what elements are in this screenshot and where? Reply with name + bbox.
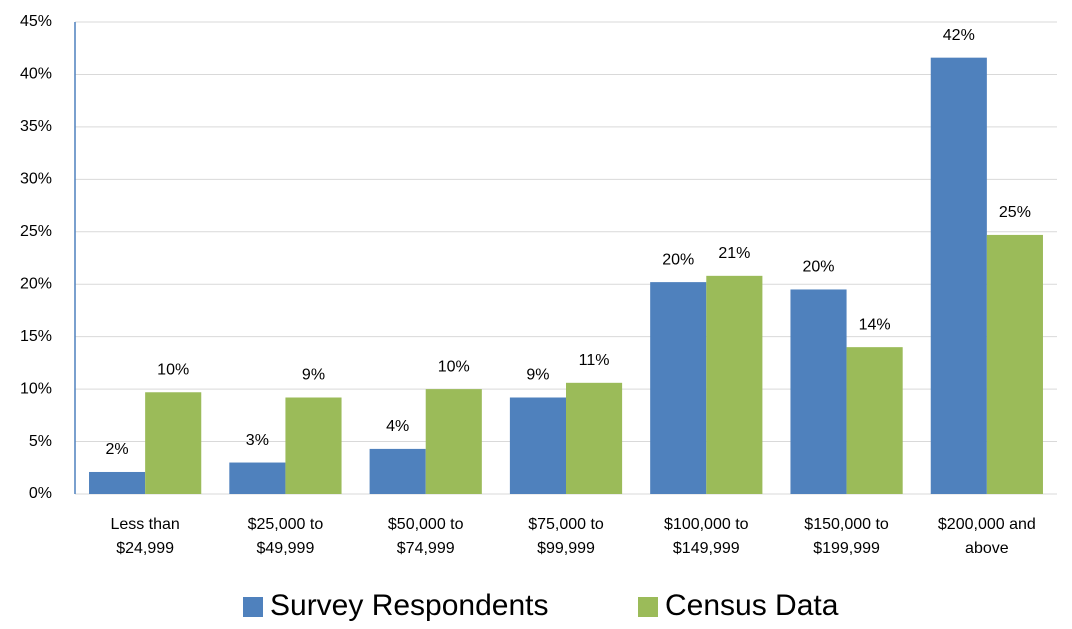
bar xyxy=(650,282,707,494)
data-label: 20% xyxy=(802,259,834,276)
data-label: 10% xyxy=(157,361,189,378)
data-label: 3% xyxy=(246,432,269,449)
data-label: 42% xyxy=(943,27,975,44)
bar xyxy=(706,275,763,494)
data-label: 2% xyxy=(106,441,129,458)
legend-label: Survey Respondents xyxy=(270,589,549,622)
bar xyxy=(285,397,342,494)
data-label: 21% xyxy=(718,245,750,262)
y-tick-label: 20% xyxy=(20,275,52,292)
x-tick-label: $74,999 xyxy=(397,540,455,557)
x-tick-label: $99,999 xyxy=(537,540,595,557)
y-tick-label: 0% xyxy=(29,485,52,502)
x-tick-label: $199,999 xyxy=(813,540,880,557)
x-tick-label: $75,000 to xyxy=(528,516,604,533)
bar xyxy=(566,382,623,494)
bar xyxy=(509,397,566,494)
x-tick-label: $100,000 to xyxy=(664,516,749,533)
legend-swatch xyxy=(243,597,263,617)
data-label: 4% xyxy=(386,418,409,435)
y-tick-label: 35% xyxy=(20,118,52,135)
x-tick-label: $49,999 xyxy=(257,540,315,557)
y-tick-label: 15% xyxy=(20,328,52,345)
x-tick-label: $24,999 xyxy=(116,540,174,557)
y-tick-label: 25% xyxy=(20,223,52,240)
y-tick-label: 30% xyxy=(20,171,52,188)
data-label: 25% xyxy=(999,204,1031,221)
bar xyxy=(369,448,426,494)
legend-label: Census Data xyxy=(665,589,839,622)
x-tick-label: above xyxy=(965,540,1009,557)
y-tick-label: 40% xyxy=(20,66,52,83)
x-tick-label: Less than xyxy=(110,516,179,533)
data-label: 10% xyxy=(438,358,470,375)
legend-swatch xyxy=(638,597,658,617)
data-label: 20% xyxy=(662,251,694,268)
y-tick-label: 5% xyxy=(29,433,52,450)
y-tick-label: 45% xyxy=(20,13,52,30)
x-tick-label: $149,999 xyxy=(673,540,740,557)
data-label: 9% xyxy=(302,367,325,384)
bar xyxy=(425,389,482,494)
bar xyxy=(790,289,847,494)
bar xyxy=(145,392,202,494)
y-tick-label: 10% xyxy=(20,380,52,397)
bar xyxy=(930,57,987,494)
data-label: 14% xyxy=(859,316,891,333)
bar xyxy=(846,347,903,494)
x-tick-label: $25,000 to xyxy=(248,516,324,533)
data-label: 11% xyxy=(579,352,610,369)
x-tick-label: $50,000 to xyxy=(388,516,464,533)
data-label: 9% xyxy=(526,367,549,384)
bar xyxy=(89,471,146,494)
bar xyxy=(229,462,286,494)
x-tick-label: $200,000 and xyxy=(938,516,1036,533)
bar xyxy=(986,234,1043,494)
x-tick-label: $150,000 to xyxy=(804,516,889,533)
